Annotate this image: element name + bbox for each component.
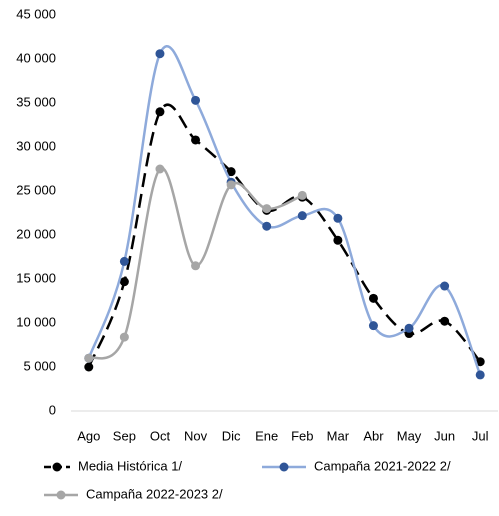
data-point xyxy=(155,49,165,59)
legend-label: Campaña 2021-2022 2/ xyxy=(314,458,451,473)
legend-label: Campaña 2022-2023 2/ xyxy=(86,486,223,501)
data-point xyxy=(155,107,165,117)
x-tick-label: Nov xyxy=(184,428,208,443)
x-tick-label: Abr xyxy=(363,428,384,443)
y-tick-label: 20 000 xyxy=(16,226,56,241)
series-line xyxy=(88,167,303,360)
y-tick-label: 5 000 xyxy=(23,358,56,373)
series-line xyxy=(87,103,482,368)
x-tick-label: May xyxy=(397,428,422,443)
x-tick-label: Ago xyxy=(77,428,100,443)
data-point xyxy=(368,293,378,303)
data-point xyxy=(119,332,129,342)
data-point xyxy=(262,204,272,214)
y-tick-label: 30 000 xyxy=(16,138,56,153)
y-tick-label: 40 000 xyxy=(16,50,56,65)
data-point xyxy=(475,357,485,367)
data-point xyxy=(297,190,307,200)
y-tick-label: 25 000 xyxy=(16,182,56,197)
legend-label: Media Histórica 1/ xyxy=(78,458,182,473)
x-tick-label: Jun xyxy=(434,428,455,443)
legend-marker xyxy=(56,490,66,500)
data-point xyxy=(262,221,272,231)
data-point xyxy=(191,261,201,271)
data-point xyxy=(155,164,165,174)
y-tick-label: 0 xyxy=(49,402,56,417)
y-tick-label: 10 000 xyxy=(16,314,56,329)
data-point xyxy=(475,370,485,380)
data-point xyxy=(226,180,236,190)
x-tick-label: Dic xyxy=(222,428,241,443)
y-tick-label: 35 000 xyxy=(16,94,56,109)
legend-marker xyxy=(52,462,62,472)
x-tick-label: Mar xyxy=(327,428,350,443)
x-tick-label: Feb xyxy=(291,428,313,443)
data-point xyxy=(191,95,201,105)
x-tick-label: Jul xyxy=(472,428,489,443)
data-point xyxy=(84,362,94,372)
data-point xyxy=(404,323,414,333)
data-point xyxy=(368,321,378,331)
data-point xyxy=(226,167,236,177)
x-tick-label: Oct xyxy=(150,428,171,443)
y-tick-label: 45 000 xyxy=(16,6,56,21)
data-point xyxy=(440,281,450,291)
data-point xyxy=(297,211,307,221)
data-point xyxy=(84,353,94,363)
legend-marker xyxy=(279,462,289,472)
data-point xyxy=(119,277,129,287)
data-point xyxy=(191,135,201,145)
data-point xyxy=(333,235,343,245)
x-tick-label: Ene xyxy=(255,428,278,443)
x-tick-label: Sep xyxy=(113,428,136,443)
data-point xyxy=(333,213,343,223)
data-point xyxy=(440,316,450,326)
y-tick-label: 15 000 xyxy=(16,270,56,285)
data-point xyxy=(119,256,129,266)
